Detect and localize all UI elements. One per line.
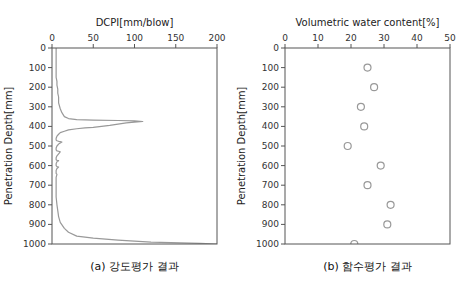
scatter-point <box>357 103 364 110</box>
plot-frame <box>52 48 217 244</box>
y-tick-label: 0 <box>273 43 279 53</box>
y-tick <box>281 126 285 127</box>
x-axis-label: Volumetric water content[%] <box>296 17 440 28</box>
y-tick-label: 1000 <box>256 239 279 249</box>
caption: (b) 함수평가 결과 <box>323 260 412 273</box>
x-tick-label: 0 <box>49 33 55 43</box>
scatter-point <box>377 162 384 169</box>
y-tick-label: 600 <box>29 161 46 171</box>
y-tick-label: 100 <box>262 63 279 73</box>
x-tick <box>450 44 451 48</box>
x-tick-label: 0 <box>282 33 288 43</box>
y-tick <box>48 67 52 68</box>
y-tick-label: 400 <box>262 121 279 131</box>
y-tick-label: 200 <box>262 82 279 92</box>
y-tick <box>281 185 285 186</box>
scatter-point <box>364 64 371 71</box>
y-axis-label: Penetration Depth[mm] <box>3 87 14 206</box>
x-tick <box>134 44 135 48</box>
y-tick <box>48 106 52 107</box>
scatter-point <box>364 182 371 189</box>
plot-area <box>285 48 450 244</box>
y-tick-label: 300 <box>262 102 279 112</box>
x-tick-label: 20 <box>345 33 357 43</box>
x-tick-label: 40 <box>411 33 423 43</box>
plot-area <box>52 48 217 244</box>
scatter-point <box>387 201 394 208</box>
y-tick <box>281 244 285 245</box>
y-tick-label: 500 <box>29 141 46 151</box>
x-axis-label: DCPI[mm/blow] <box>96 17 174 28</box>
y-tick-label: 700 <box>29 180 46 190</box>
y-tick <box>48 185 52 186</box>
scatter-point <box>351 241 358 245</box>
scatter-point <box>344 143 351 150</box>
y-tick <box>48 165 52 166</box>
scatter-point <box>361 123 368 130</box>
x-tick <box>285 44 286 48</box>
y-tick <box>281 146 285 147</box>
x-tick-label: 200 <box>208 33 225 43</box>
x-tick <box>417 44 418 48</box>
scatter-point <box>371 84 378 91</box>
y-tick-label: 500 <box>262 141 279 151</box>
x-tick <box>318 44 319 48</box>
y-axis-label: Penetration Depth[mm] <box>236 87 247 206</box>
y-tick <box>281 106 285 107</box>
y-tick-label: 800 <box>262 200 279 210</box>
y-tick-label: 300 <box>29 102 46 112</box>
plot-frame <box>285 48 450 244</box>
scatter-point <box>384 221 391 228</box>
x-tick-label: 100 <box>126 33 143 43</box>
y-tick-label: 900 <box>262 219 279 229</box>
y-tick-label: 600 <box>262 161 279 171</box>
y-tick-label: 800 <box>29 200 46 210</box>
data-line <box>56 48 217 244</box>
y-tick <box>281 165 285 166</box>
marks <box>344 64 394 244</box>
x-tick-label: 30 <box>378 33 390 43</box>
y-tick <box>48 224 52 225</box>
y-tick-label: 400 <box>29 121 46 131</box>
y-tick <box>48 48 52 49</box>
x-tick-label: 150 <box>167 33 184 43</box>
y-tick-label: 700 <box>262 180 279 190</box>
y-tick <box>281 224 285 225</box>
y-tick <box>281 204 285 205</box>
y-tick <box>48 126 52 127</box>
y-tick <box>48 244 52 245</box>
panel: 0 50 100 150 200 0 100 200 300 400 500 600 700 800 900… <box>3 17 226 273</box>
figure: 0501001502000100200300400500600700800900… <box>0 0 466 285</box>
caption: (a) 강도평가 결과 <box>90 260 178 273</box>
marks <box>56 48 217 244</box>
y-tick-label: 200 <box>29 82 46 92</box>
y-tick <box>281 87 285 88</box>
y-tick-label: 900 <box>29 219 46 229</box>
x-tick <box>217 44 218 48</box>
x-tick <box>175 44 176 48</box>
y-tick-label: 1000 <box>23 239 46 249</box>
y-tick <box>48 204 52 205</box>
y-tick <box>281 48 285 49</box>
y-tick <box>281 67 285 68</box>
y-tick <box>48 146 52 147</box>
x-tick-label: 50 <box>88 33 100 43</box>
x-tick <box>384 44 385 48</box>
x-tick <box>52 44 53 48</box>
x-tick-label: 50 <box>444 33 456 43</box>
x-tick-label: 10 <box>312 33 324 43</box>
y-tick-label: 0 <box>40 43 46 53</box>
y-tick <box>48 87 52 88</box>
panel: 0102030405001002003004005006007008009001… <box>236 17 456 273</box>
y-tick-label: 100 <box>29 63 46 73</box>
x-tick <box>351 44 352 48</box>
x-tick <box>93 44 94 48</box>
